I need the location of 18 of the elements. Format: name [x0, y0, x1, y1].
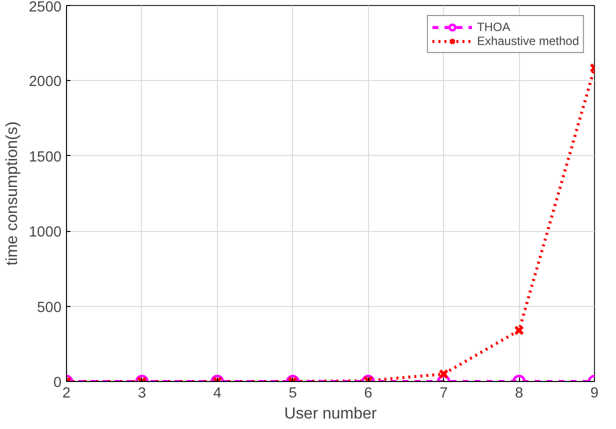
y-tick-label: 2000	[28, 74, 62, 90]
y-tick-label: 1500	[28, 149, 62, 166]
legend-label: Exhaustive method	[476, 34, 579, 48]
x-tick-label: 2	[62, 386, 71, 402]
x-tick-label: 3	[138, 386, 146, 402]
x-tick-label: 7	[440, 386, 448, 402]
x-tick-label: 5	[288, 386, 297, 402]
y-tick-label: 500	[37, 300, 62, 316]
y-tick-label: 2500	[28, 0, 62, 16]
x-tick-label: 4	[213, 386, 222, 402]
x-axis-title: User number	[284, 406, 378, 422]
legend-label: THOA	[476, 20, 510, 34]
x-tick-label: 6	[364, 386, 372, 402]
y-axis-title: time consumption(s)	[4, 121, 21, 266]
y-tick-label: 1000	[28, 224, 62, 241]
x-tick-label: 8	[514, 386, 524, 402]
y-tick-label: 0	[53, 375, 62, 391]
x-tick-label: 9	[590, 386, 599, 402]
